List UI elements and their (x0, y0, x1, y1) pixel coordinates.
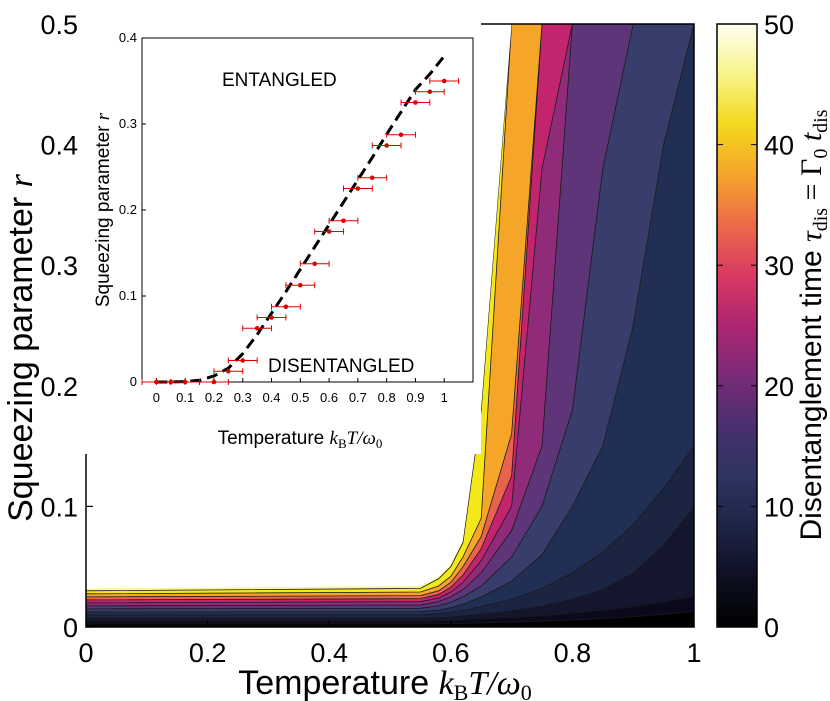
point-marker (427, 89, 433, 95)
point-marker (398, 132, 404, 138)
main-y-ticks: 0 0.1 0.2 0.3 0.4 0.5 (40, 10, 93, 643)
inset-y-tick-label: 0.3 (119, 116, 137, 131)
point-marker (240, 358, 246, 363)
data-point (328, 217, 359, 224)
inset-x-tick-label: 0.5 (291, 390, 309, 405)
colorbar-tick-label: 50 (764, 10, 794, 40)
main-x-axis-label: Temperature kBT/ω0 (238, 664, 531, 701)
data-point (242, 325, 273, 332)
main-y-tick-label: 0.5 (40, 10, 78, 40)
colorbar: 0 10 20 30 40 50 Disentanglement time τdis = … (716, 10, 830, 643)
main-y-tick-label: 0.3 (40, 251, 78, 281)
colorbar-bar (716, 23, 758, 628)
inset-y-ticks: 0 0.1 0.2 0.3 0.4 (119, 30, 146, 389)
data-point (371, 142, 402, 149)
inset-x-tick-label: 0.4 (262, 390, 280, 405)
inset-x-tick-label: 1 (441, 390, 448, 405)
point-marker (369, 175, 375, 181)
data-point (227, 357, 258, 364)
main-y-axis-label: Squeezing parameter r (2, 173, 40, 522)
colorbar-label: Disentanglement time τdis = Γ0 tdis (795, 109, 830, 540)
disentangled-label: DISENTANGLED (268, 356, 414, 377)
inset-y-tick-label: 0.2 (119, 202, 137, 217)
fit-line (156, 55, 446, 384)
point-marker (312, 261, 317, 267)
inset-x-ticks: 0 0.1 0.2 0.3 0.4 0.5 0.6 0.7 0.8 0.9 1 (153, 378, 448, 405)
colorbar-tick-label: 0 (764, 613, 779, 643)
data-point (342, 185, 373, 192)
inset-x-tick-label: 0.2 (205, 390, 223, 405)
point-marker (384, 143, 389, 148)
point-marker (211, 379, 217, 385)
data-point (386, 131, 416, 138)
data-point (357, 174, 388, 181)
main-x-ticks: 0 0.2 0.4 0.6 0.8 1 (78, 620, 702, 668)
colorbar-ticks: 0 10 20 30 40 50 (717, 10, 794, 643)
point-marker (298, 282, 303, 288)
inset-x-axis-label: Temperature kBT/ω0 (218, 428, 383, 451)
inset-x-tick-label: 0.7 (349, 390, 367, 405)
inset-y-tick-label: 0.1 (119, 288, 137, 303)
inset-x-tick-label: 0.1 (176, 390, 194, 405)
inset-x-tick-label: 0.8 (378, 390, 396, 405)
data-point (400, 99, 431, 106)
point-marker (182, 379, 188, 385)
entangled-label: ENTANGLED (222, 70, 337, 91)
main-y-tick-label: 0.1 (40, 492, 78, 522)
point-marker (341, 218, 346, 224)
data-points (141, 78, 460, 385)
point-marker (413, 100, 418, 105)
data-point (299, 260, 330, 267)
data-point (256, 314, 287, 321)
point-marker (269, 315, 274, 320)
main-x-tick-label: 0.6 (432, 638, 470, 668)
inset-x-tick-label: 0.9 (406, 390, 424, 405)
inset-y-axis-math: r (93, 112, 114, 120)
main-x-tick-label: 0 (78, 638, 93, 668)
point-marker (254, 325, 260, 331)
inset-x-tick-label: 0 (153, 390, 160, 405)
main-y-tick-label: 0.4 (40, 131, 78, 161)
data-point (213, 368, 244, 375)
colorbar-label-math: τdis = Γ0 tdis (795, 109, 830, 242)
main-y-axis-math: r (3, 173, 40, 187)
main-y-tick-label: 0 (63, 613, 78, 643)
inset-x-tick-label: 0.3 (234, 390, 252, 405)
data-point (414, 88, 445, 95)
inset-plot: 0 0.1 0.2 0.3 0.4 0.5 0.6 0.7 0.8 0.9 1 0 0.1 0.2 0.3… (84, 22, 481, 454)
point-marker (283, 304, 289, 310)
main-x-axis-math: kBT/ω0 (439, 665, 532, 701)
colorbar-tick-label: 10 (764, 492, 794, 522)
point-marker (355, 186, 361, 191)
point-marker (441, 78, 447, 84)
colorbar-tick-label: 20 (764, 372, 794, 402)
inset-x-axis-math: kBT/ω0 (330, 428, 383, 451)
main-y-tick-label: 0.2 (40, 372, 78, 402)
main-x-tick-label: 1 (686, 638, 701, 668)
main-x-tick-label: 0.4 (310, 638, 348, 668)
data-point (271, 303, 301, 310)
point-marker (226, 368, 231, 374)
colorbar-tick-label: 40 (764, 131, 794, 161)
inset-x-tick-label: 0.6 (320, 390, 338, 405)
inset-y-axis-label: Squeezing parameter r (93, 112, 114, 307)
main-x-tick-label: 0.2 (189, 638, 227, 668)
main-x-tick-label: 0.8 (554, 638, 592, 668)
inset-y-tick-label: 0.4 (119, 30, 137, 45)
data-point (199, 379, 229, 385)
data-point (285, 282, 316, 289)
point-marker (326, 229, 332, 234)
data-point (314, 228, 344, 235)
data-point (429, 78, 460, 84)
colorbar-tick-label: 30 (764, 251, 794, 281)
inset-y-tick-label: 0 (130, 374, 137, 389)
